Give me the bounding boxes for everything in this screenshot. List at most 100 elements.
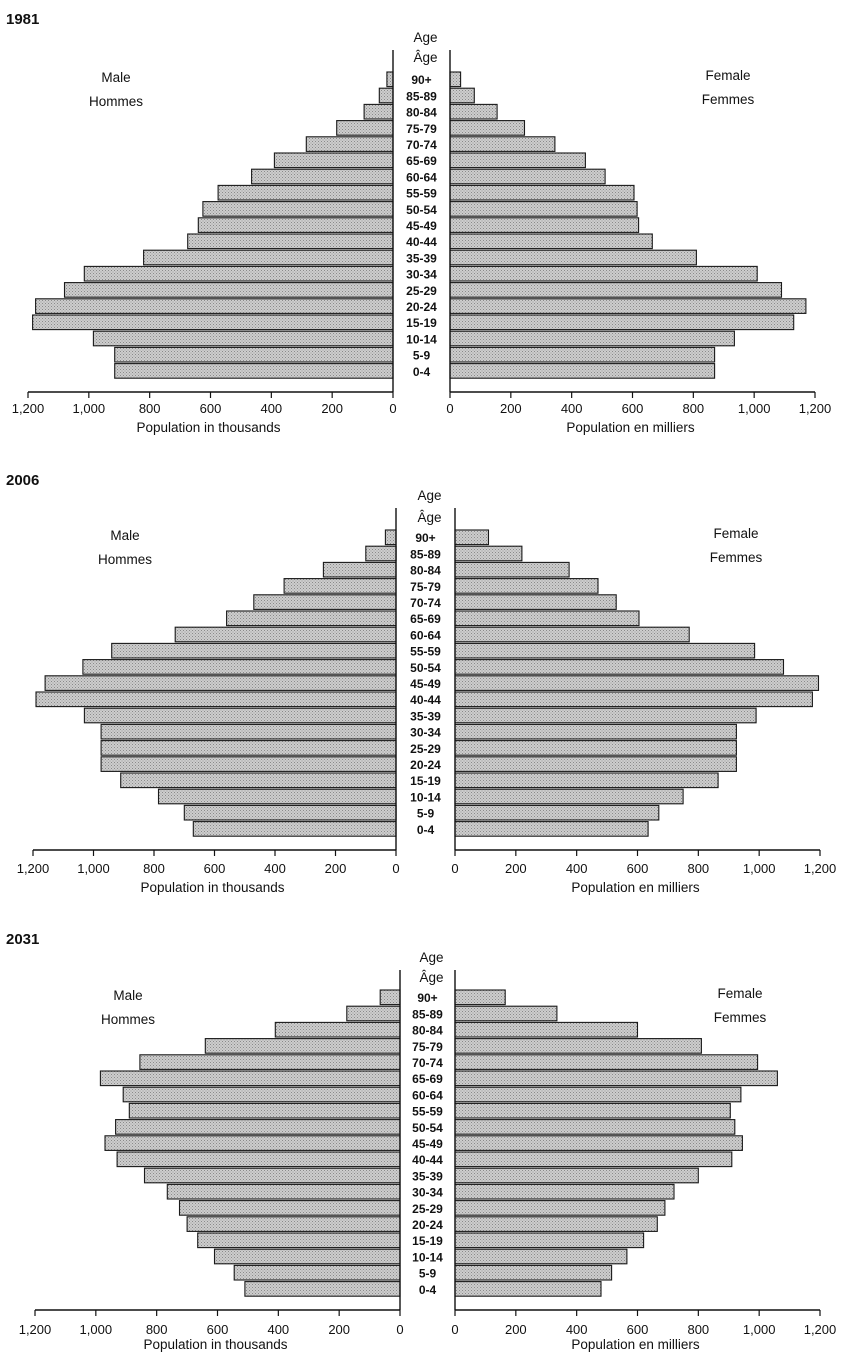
age-header: Age xyxy=(413,30,437,45)
age-header-fr: Âge xyxy=(419,970,443,985)
male-bar-60-64 xyxy=(251,168,394,185)
male-bar-35-39 xyxy=(83,707,397,724)
age-label: 30-34 xyxy=(412,1186,443,1200)
female-tick-label: 200 xyxy=(505,1322,527,1337)
female-bar-85-89 xyxy=(449,87,475,104)
age-label: 75-79 xyxy=(406,122,437,136)
chart-title-2031: 2031 xyxy=(6,931,39,948)
female-bar-10-14 xyxy=(454,1248,628,1265)
male-tick-label: 1,200 xyxy=(19,1322,52,1337)
age-label: 15-19 xyxy=(406,316,437,330)
age-label: 40-44 xyxy=(412,1153,443,1167)
female-tick-label: 600 xyxy=(627,1322,649,1337)
male-bar-5-9 xyxy=(183,804,397,821)
age-label: 80-84 xyxy=(406,106,437,120)
female-x-axis-title: Population en milliers xyxy=(571,1337,700,1352)
age-label: 35-39 xyxy=(412,1169,443,1183)
age-label: 80-84 xyxy=(410,564,441,578)
male-tick-label: 1,200 xyxy=(12,401,45,416)
male-bar-60-64 xyxy=(174,626,397,643)
female-bar-30-34 xyxy=(449,265,758,282)
male-tick-label: 800 xyxy=(146,1322,168,1337)
male-bar-40-44 xyxy=(187,233,394,250)
male-bar-20-24 xyxy=(100,756,397,772)
female-bar-55-59 xyxy=(454,642,756,659)
age-header: Age xyxy=(417,488,441,503)
age-label: 5-9 xyxy=(413,349,431,363)
age-label: 65-69 xyxy=(410,612,441,626)
female-tick-label: 1,000 xyxy=(738,401,771,416)
female-tick-label: 400 xyxy=(566,861,588,876)
female-bar-15-19 xyxy=(449,314,795,331)
age-header-fr: Âge xyxy=(417,510,441,525)
male-bar-20-24 xyxy=(35,298,394,314)
female-bar-25-29 xyxy=(454,1200,666,1216)
age-label: 15-19 xyxy=(412,1234,443,1248)
female-bar-85-89 xyxy=(454,545,523,562)
female-tick-label: 1,200 xyxy=(799,401,832,416)
female-bar-30-34 xyxy=(454,1183,675,1200)
age-label: 65-69 xyxy=(412,1072,443,1086)
male-tick-label: 400 xyxy=(260,401,282,416)
female-tick-label: 1,000 xyxy=(743,1322,776,1337)
male-bar-60-64 xyxy=(122,1086,401,1103)
age-label: 70-74 xyxy=(410,596,441,610)
male-bar-10-14 xyxy=(157,788,397,805)
age-label: 85-89 xyxy=(406,89,437,103)
male-bar-0-4 xyxy=(114,363,394,379)
female-bar-20-24 xyxy=(449,298,807,314)
male-label-fr: Hommes xyxy=(101,1012,155,1027)
female-bar-35-39 xyxy=(454,707,757,724)
female-bar-45-49 xyxy=(449,217,640,233)
age-label: 55-59 xyxy=(406,187,437,201)
male-bar-90+ xyxy=(384,529,397,546)
male-bar-45-49 xyxy=(44,675,397,691)
age-label: 60-64 xyxy=(412,1088,443,1102)
male-bar-80-84 xyxy=(363,103,394,120)
age-label: 90+ xyxy=(417,991,437,1005)
female-tick-label: 200 xyxy=(505,861,527,876)
male-bar-50-54 xyxy=(82,659,397,675)
female-bar-90+ xyxy=(454,529,490,546)
female-bar-75-79 xyxy=(454,578,599,594)
age-label: 25-29 xyxy=(412,1202,443,1216)
female-bar-45-49 xyxy=(454,675,820,691)
age-label: 55-59 xyxy=(410,645,441,659)
female-bar-70-74 xyxy=(454,594,617,610)
age-header: Age xyxy=(419,950,443,965)
female-bar-45-49 xyxy=(454,1135,743,1151)
female-tick-label: 1,200 xyxy=(804,1322,837,1337)
female-bar-50-54 xyxy=(454,659,785,675)
male-tick-label: 800 xyxy=(143,861,165,876)
age-label: 25-29 xyxy=(410,742,441,756)
male-bar-80-84 xyxy=(322,561,397,578)
female-bar-70-74 xyxy=(454,1054,759,1070)
female-bar-55-59 xyxy=(454,1102,731,1119)
age-label: 70-74 xyxy=(406,138,437,152)
female-bar-35-39 xyxy=(449,249,697,266)
male-bar-70-74 xyxy=(253,594,397,610)
male-bar-75-79 xyxy=(283,578,397,594)
female-label-fr: Femmes xyxy=(714,1010,767,1025)
male-bar-25-29 xyxy=(63,282,394,298)
female-tick-label: 800 xyxy=(687,1322,709,1337)
male-tick-label: 600 xyxy=(207,1322,229,1337)
age-label: 20-24 xyxy=(410,758,441,772)
age-label: 25-29 xyxy=(406,284,437,298)
male-x-axis-title: Population in thousands xyxy=(143,1337,287,1352)
male-tick-label: 0 xyxy=(396,1322,403,1337)
male-bar-20-24 xyxy=(186,1216,401,1232)
age-label: 20-24 xyxy=(412,1218,443,1232)
female-bar-90+ xyxy=(449,71,462,88)
male-label: Male xyxy=(101,70,130,85)
female-bar-80-84 xyxy=(449,103,498,120)
female-bar-55-59 xyxy=(449,184,635,201)
male-bar-85-89 xyxy=(365,545,397,562)
age-label: 5-9 xyxy=(417,807,435,821)
age-label: 85-89 xyxy=(412,1007,443,1021)
age-header-fr: Âge xyxy=(413,50,437,65)
female-bar-0-4 xyxy=(454,821,649,837)
age-label: 45-49 xyxy=(406,219,437,233)
male-bar-90+ xyxy=(379,989,401,1006)
age-label: 60-64 xyxy=(406,170,437,184)
